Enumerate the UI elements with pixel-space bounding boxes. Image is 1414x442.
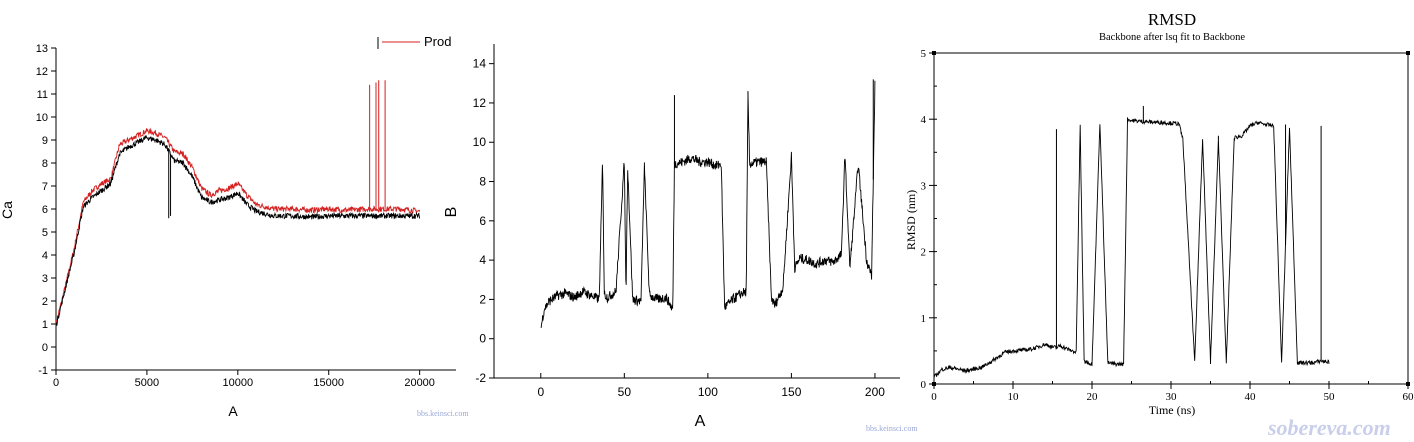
y-tick-label: 12 — [36, 66, 48, 78]
chart3-y-label: RMSD (nm) — [904, 190, 918, 250]
y-tick-label: -1 — [38, 365, 48, 377]
y-tick-label: 6 — [479, 214, 486, 228]
y-tick-label: 6 — [42, 204, 48, 216]
chart2-axes: 0 50 100 150 200 -2 0 2 4 6 8 10 12 14 — [473, 44, 900, 399]
chart1-y-label: Ca — [0, 201, 15, 219]
y-tick-label: 14 — [473, 57, 487, 71]
chart1-legend: Prod — [377, 34, 460, 50]
x-tick-label: 10000 — [223, 377, 254, 389]
x-tick-label: 0 — [537, 385, 544, 399]
series-line-black — [540, 80, 876, 329]
chart3-corner-marker — [1406, 51, 1410, 55]
x-tick-label: 200 — [865, 385, 885, 399]
x-tick-label: 15000 — [313, 377, 344, 389]
y-tick-label: 13 — [36, 43, 48, 55]
y-tick-label: 0 — [921, 379, 927, 391]
x-tick-label: 50 — [1324, 391, 1336, 403]
x-tick-label: 100 — [698, 385, 718, 399]
y-tick-label: 2 — [479, 292, 486, 306]
x-tick-label: 50 — [618, 385, 632, 399]
x-tick-label: 150 — [781, 385, 801, 399]
y-tick-label: 10 — [36, 112, 48, 124]
y-tick-label: 3 — [42, 273, 48, 285]
series-line-black — [55, 135, 421, 328]
x-tick-label: 20 — [1087, 391, 1099, 403]
chart3-frame — [933, 52, 1409, 385]
y-tick-label: -2 — [475, 371, 486, 385]
y-tick-label: 2 — [42, 296, 48, 308]
chart3-series — [933, 105, 1330, 378]
y-tick-label: 12 — [473, 96, 487, 110]
y-tick-label: 8 — [479, 175, 486, 189]
watermark-left: bbs.keinsci.com — [417, 409, 469, 418]
chart2-series — [540, 79, 876, 329]
series-line-black — [933, 117, 1330, 378]
x-tick-label: 5000 — [135, 377, 159, 389]
chart-panel-b: 0 50 100 150 200 -2 0 2 4 6 8 10 12 14 A B — [443, 44, 900, 430]
y-tick-label: 8 — [42, 158, 48, 170]
y-tick-label: 0 — [42, 342, 48, 354]
chart3-title: RMSD — [1148, 10, 1196, 29]
y-tick-label: 4 — [921, 114, 927, 126]
y-tick-label: 5 — [42, 227, 48, 239]
chart3-x-label: Time (ns) — [1149, 403, 1196, 417]
x-tick-label: 40 — [1245, 391, 1257, 403]
chart3-axes: 0 10 20 30 40 50 60 0 1 2 3 4 5 — [921, 48, 1414, 403]
x-tick-label: 0 — [931, 391, 937, 403]
chart2-x-label: A — [695, 413, 706, 430]
y-tick-label: 3 — [921, 180, 927, 192]
y-tick-label: 10 — [473, 135, 487, 149]
y-tick-label: 4 — [42, 250, 48, 262]
x-tick-label: 20000 — [404, 377, 435, 389]
legend-label-prod: Prod — [424, 34, 451, 49]
watermark-right: sobereva.com — [1267, 415, 1391, 440]
y-tick-label: 2 — [921, 247, 927, 259]
series-line-prod — [55, 127, 421, 327]
y-tick-label: 1 — [921, 313, 927, 325]
chart1-series — [55, 80, 421, 328]
y-tick-label: 0 — [479, 332, 486, 346]
y-tick-label: 1 — [42, 319, 48, 331]
y-tick-label: 7 — [42, 181, 48, 193]
y-tick-label: 4 — [479, 253, 486, 267]
chart-panel-ca: 0 5000 10000 15000 20000-1012345678910111213… — [0, 34, 460, 419]
x-tick-label: 10 — [1008, 391, 1020, 403]
y-tick-label: 9 — [42, 135, 48, 147]
chart-panel-rmsd: RMSD Backbone after lsq fit to Backbone … — [904, 10, 1414, 417]
y-tick-label: 11 — [37, 89, 48, 101]
x-tick-label: 0 — [53, 377, 59, 389]
chart3-subtitle: Backbone after lsq fit to Backbone — [1099, 32, 1245, 43]
watermark-middle: bbs.keinsci.com — [866, 424, 918, 433]
y-tick-label: 5 — [921, 48, 927, 60]
x-tick-label: 60 — [1403, 391, 1414, 403]
chart1-x-label: A — [228, 403, 238, 419]
chart2-y-label: B — [443, 207, 460, 218]
x-tick-label: 30 — [1166, 391, 1178, 403]
